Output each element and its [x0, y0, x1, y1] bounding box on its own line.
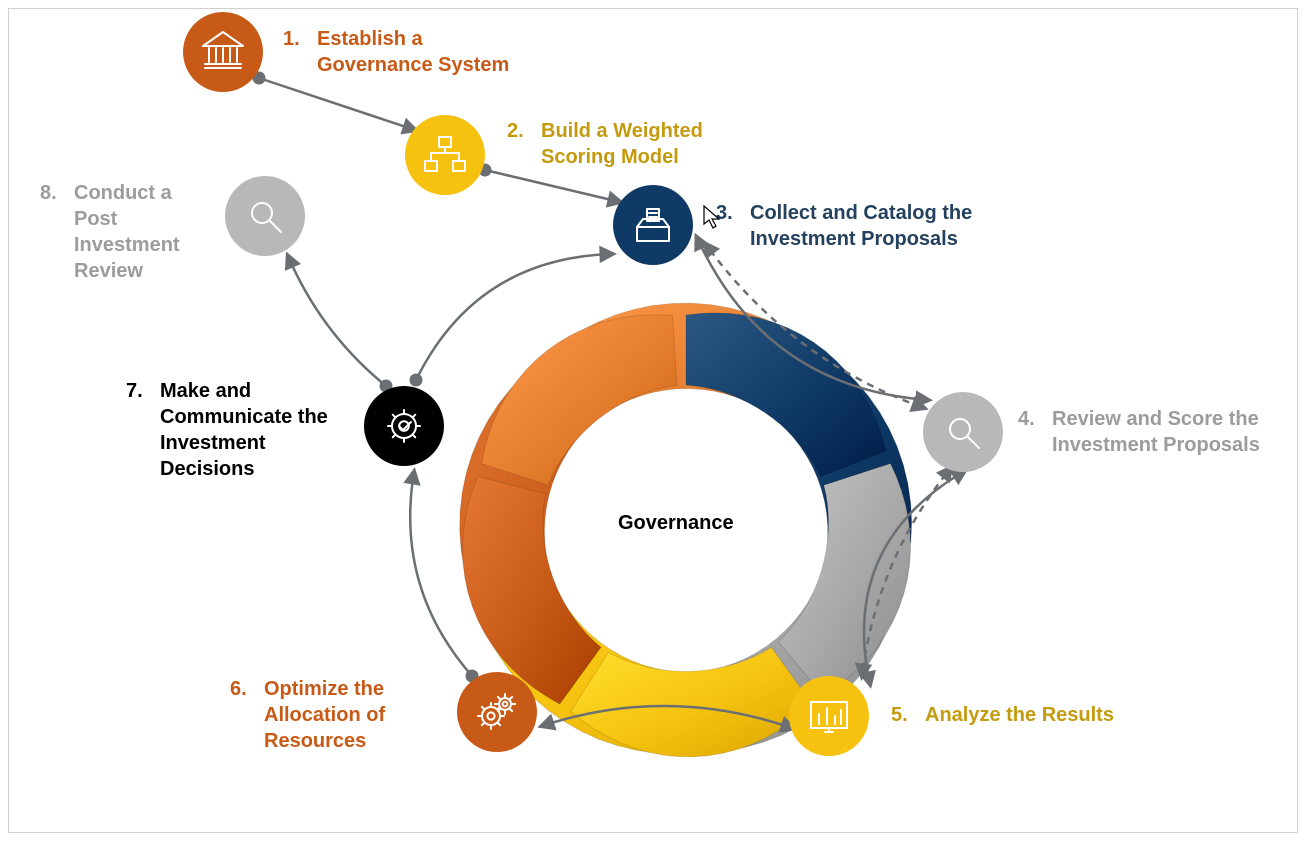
step-label-6: 6.Optimize the Allocation of Resources	[230, 676, 440, 754]
center-label: Governance	[618, 512, 734, 535]
step-text: Review and Score the Investment Proposal…	[1052, 406, 1288, 458]
step-circle-1	[183, 12, 263, 92]
step-circle-7	[364, 386, 444, 466]
step-number: 4.	[1018, 406, 1052, 432]
step-number: 3.	[716, 200, 750, 226]
step-text: Optimize the Allocation of Resources	[264, 676, 440, 754]
step-label-2: 2.Build a Weighted Scoring Model	[507, 118, 737, 170]
step-circle-2	[405, 115, 485, 195]
step-number: 7.	[126, 378, 160, 404]
step-circle-5	[789, 676, 869, 756]
step-label-4: 4.Review and Score the Investment Propos…	[1018, 406, 1288, 458]
step-circle-6	[457, 672, 537, 752]
step-label-5: 5.Analyze the Results	[891, 702, 1131, 728]
step-number: 8.	[40, 180, 74, 206]
step-circle-8	[225, 176, 305, 256]
step-circle-3	[613, 185, 693, 265]
step-label-8: 8.Conduct a Post Investment Review	[40, 180, 220, 284]
step-text: Establish a Governance System	[317, 26, 523, 78]
step-label-7: 7.Make and Communicate the Investment De…	[126, 378, 346, 482]
step-number: 6.	[230, 676, 264, 702]
step-text: Build a Weighted Scoring Model	[541, 118, 737, 170]
step-label-1: 1.Establish a Governance System	[283, 26, 523, 78]
step-text: Conduct a Post Investment Review	[74, 180, 220, 284]
step-text: Analyze the Results	[925, 702, 1114, 728]
step-text: Collect and Catalog the Investment Propo…	[750, 200, 1016, 252]
step-text: Make and Communicate the Investment Deci…	[160, 378, 346, 482]
step-label-3: 3.Collect and Catalog the Investment Pro…	[716, 200, 1016, 252]
step-number: 2.	[507, 118, 541, 144]
step-circle-4	[923, 392, 1003, 472]
step-number: 5.	[891, 702, 925, 728]
step-number: 1.	[283, 26, 317, 52]
